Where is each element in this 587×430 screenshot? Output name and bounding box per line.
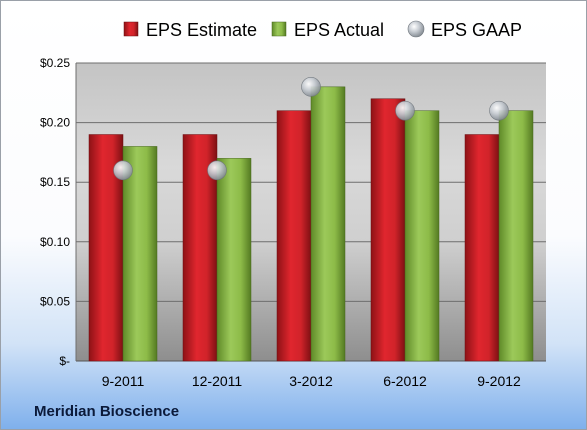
legend: EPS Estimate EPS Actual EPS GAAP [123, 20, 522, 40]
gaap-markers-group [113, 77, 509, 181]
bars-group [88, 86, 534, 362]
x-axis-ticks: 9-2011 12-2011 3-2012 6-2012 9-2012 [102, 373, 521, 389]
bar-eps-estimate [276, 110, 312, 362]
legend-swatch [123, 21, 139, 37]
company-name: Meridian Bioscience [34, 403, 180, 420]
y-tick-label: $0.20 [40, 116, 70, 130]
marker-eps-gaap [207, 160, 227, 181]
legend-swatch [271, 21, 287, 37]
y-tick-label: $0.05 [40, 294, 70, 308]
y-tick-label: $0.15 [40, 175, 70, 189]
x-tick-label: 9-2012 [477, 373, 521, 389]
bar-eps-actual [498, 110, 534, 362]
legend-label: EPS Estimate [146, 20, 257, 40]
marker-eps-gaap [489, 100, 509, 121]
bar-eps-actual [122, 146, 158, 362]
x-tick-label: 9-2011 [102, 373, 145, 389]
marker-eps-gaap [395, 100, 415, 121]
bar-eps-estimate [464, 134, 500, 362]
x-tick-label: 12-2011 [192, 373, 243, 389]
bar-eps-actual [310, 86, 346, 362]
x-tick-label: 3-2012 [289, 373, 333, 389]
y-tick-label: $- [59, 354, 70, 368]
bar-eps-actual [216, 158, 252, 362]
bar-eps-estimate [370, 98, 406, 362]
legend-label: EPS Actual [294, 20, 384, 40]
legend-swatch [407, 20, 425, 38]
legend-label: EPS GAAP [431, 20, 522, 40]
y-axis-ticks: $- $0.05 $0.10 $0.15 $0.20 $0.25 [40, 56, 70, 368]
y-tick-label: $0.25 [40, 56, 70, 70]
y-tick-label: $0.10 [40, 235, 70, 249]
bar-eps-actual [404, 110, 440, 362]
marker-eps-gaap [301, 77, 321, 97]
marker-eps-gaap [113, 160, 133, 181]
x-tick-label: 6-2012 [383, 373, 427, 389]
